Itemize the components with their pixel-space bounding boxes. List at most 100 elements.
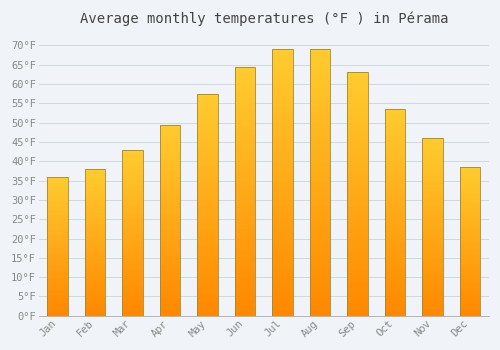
Bar	[348, 301, 368, 303]
Bar	[85, 184, 105, 186]
Bar	[272, 239, 293, 243]
Bar	[235, 229, 256, 232]
Bar	[85, 195, 105, 196]
Bar	[85, 272, 105, 274]
Bar	[272, 262, 293, 266]
Bar	[385, 119, 406, 122]
Bar	[48, 286, 68, 288]
Bar	[348, 215, 368, 218]
Bar	[310, 169, 330, 173]
Bar	[272, 256, 293, 259]
Bar	[198, 105, 218, 107]
Bar	[348, 249, 368, 252]
Bar	[422, 172, 443, 174]
Bar	[160, 218, 180, 220]
Bar	[235, 91, 256, 95]
Bar	[422, 267, 443, 269]
Bar	[348, 148, 368, 152]
Bar	[198, 255, 218, 258]
Bar	[235, 194, 256, 197]
Bar	[85, 180, 105, 182]
Bar	[85, 292, 105, 294]
Bar	[348, 78, 368, 82]
Bar	[348, 218, 368, 222]
Bar	[198, 232, 218, 235]
Bar	[85, 270, 105, 272]
Bar	[235, 210, 256, 213]
Bar	[460, 282, 480, 284]
Bar	[48, 211, 68, 213]
Bar	[198, 302, 218, 304]
Bar	[85, 224, 105, 226]
Bar	[235, 132, 256, 135]
Bar	[310, 66, 330, 69]
Bar	[85, 242, 105, 244]
Bar	[272, 126, 293, 129]
Bar	[160, 244, 180, 246]
Bar	[385, 210, 406, 212]
Bar	[348, 200, 368, 203]
Bar	[348, 145, 368, 148]
Bar	[460, 221, 480, 223]
Bar	[422, 229, 443, 231]
Bar	[198, 219, 218, 221]
Bar	[385, 148, 406, 150]
Bar	[422, 269, 443, 271]
Bar	[272, 139, 293, 142]
Bar	[460, 232, 480, 234]
Bar	[385, 109, 406, 316]
Bar	[160, 278, 180, 280]
Bar	[235, 141, 256, 145]
Bar	[385, 199, 406, 202]
Bar	[385, 274, 406, 277]
Bar	[85, 193, 105, 195]
Bar	[85, 189, 105, 191]
Bar	[198, 202, 218, 205]
Bar	[310, 293, 330, 296]
Bar	[198, 138, 218, 141]
Bar	[348, 154, 368, 158]
Bar	[310, 259, 330, 262]
Bar	[235, 300, 256, 303]
Bar	[310, 109, 330, 112]
Bar	[422, 304, 443, 307]
Bar	[160, 196, 180, 199]
Bar	[198, 107, 218, 110]
Bar	[198, 127, 218, 130]
Bar	[348, 307, 368, 310]
Bar	[160, 246, 180, 249]
Bar	[198, 299, 218, 302]
Bar	[385, 248, 406, 251]
Bar	[348, 298, 368, 301]
Bar	[85, 171, 105, 173]
Bar	[310, 199, 330, 202]
Bar	[48, 278, 68, 279]
Bar	[385, 127, 406, 130]
Bar	[48, 250, 68, 251]
Bar	[122, 164, 143, 166]
Bar	[272, 299, 293, 302]
Bar	[272, 106, 293, 109]
Bar	[160, 275, 180, 278]
Bar	[198, 194, 218, 196]
Bar	[422, 145, 443, 147]
Bar	[422, 182, 443, 185]
Bar	[385, 212, 406, 215]
Bar	[235, 163, 256, 166]
Bar	[235, 278, 256, 281]
Bar	[272, 99, 293, 103]
Bar	[385, 112, 406, 114]
Bar	[385, 168, 406, 171]
Bar	[48, 283, 68, 285]
Bar	[272, 69, 293, 72]
Bar	[235, 126, 256, 129]
Bar	[348, 246, 368, 249]
Bar	[385, 205, 406, 207]
Bar	[85, 211, 105, 213]
Bar	[310, 149, 330, 153]
Bar	[310, 179, 330, 182]
Bar	[48, 274, 68, 276]
Bar	[272, 209, 293, 212]
Bar	[310, 52, 330, 56]
Bar	[272, 219, 293, 223]
